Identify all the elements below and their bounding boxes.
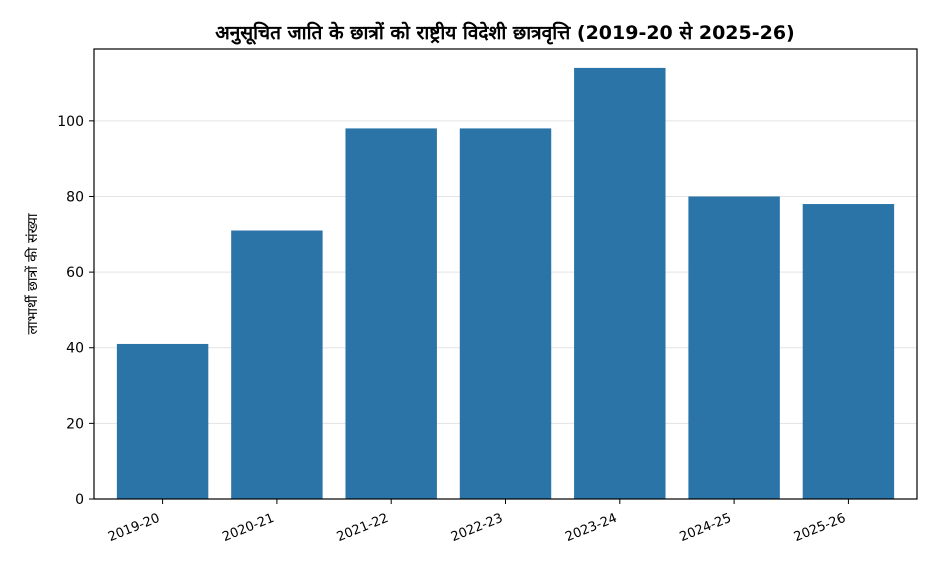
- y-tick-label: 100: [57, 114, 84, 130]
- y-tick-label: 60: [66, 265, 84, 281]
- y-axis-ticks: 0 20 40 60 80 100: [57, 114, 94, 508]
- x-tick-label: 2019-20: [106, 511, 162, 545]
- chart-title: अनुसूचित जाति के छात्रों को राष्ट्रीय वि…: [215, 21, 795, 45]
- bar-2023-24: [574, 67, 666, 499]
- y-tick-label: 0: [75, 492, 84, 508]
- bar-2020-21: [231, 230, 323, 499]
- bar-2021-22: [345, 128, 437, 500]
- x-axis-ticks: 2019-20 2020-21 2021-22 2022-23 2023-24 2024-…: [106, 499, 849, 545]
- y-tick-label: 40: [66, 341, 84, 357]
- bar-2019-20: [116, 343, 209, 499]
- x-tick-label: 2020-21: [220, 511, 276, 545]
- y-axis-label: लाभार्थी छात्रों की संख्या: [24, 213, 41, 334]
- bars: [116, 67, 895, 500]
- x-tick-label: 2022-23: [449, 511, 505, 545]
- x-tick-label: 2024-25: [678, 511, 734, 545]
- x-tick-label: 2025-26: [792, 511, 848, 545]
- y-tick-label: 80: [66, 189, 84, 205]
- bar-2025-26: [802, 204, 895, 499]
- x-tick-label: 2021-22: [335, 511, 391, 545]
- y-tick-label: 20: [66, 416, 84, 432]
- bar-2024-25: [688, 196, 780, 499]
- bar-2022-23: [459, 128, 552, 500]
- x-tick-label: 2023-24: [563, 511, 619, 545]
